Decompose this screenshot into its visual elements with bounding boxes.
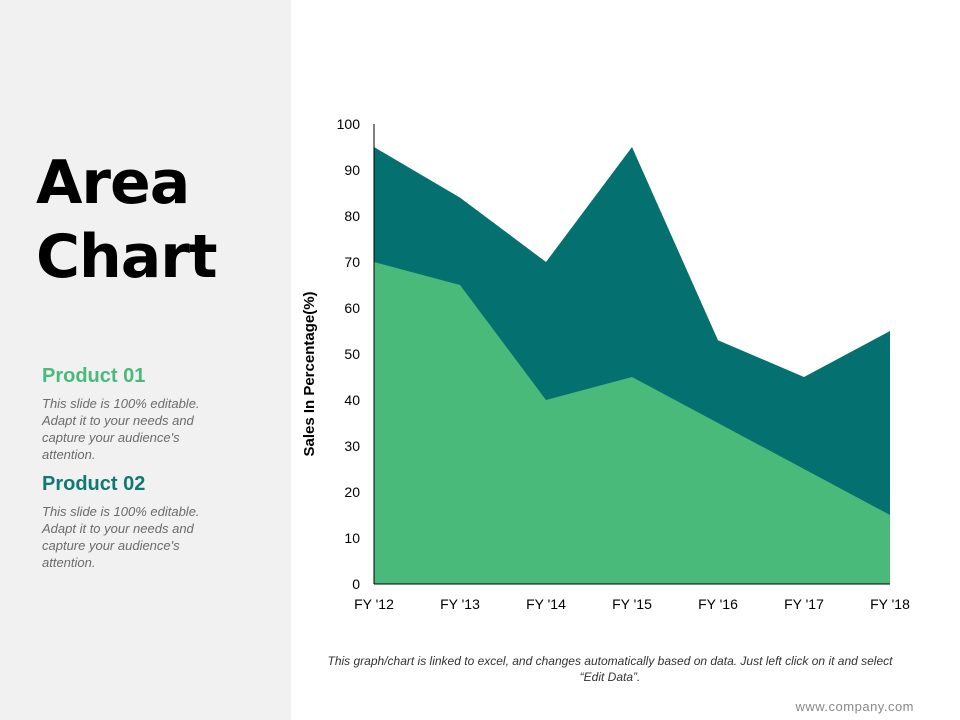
y-tick-label: 40	[344, 392, 360, 408]
y-tick-label: 70	[344, 254, 360, 270]
x-tick-label: FY '17	[784, 596, 824, 612]
y-tick-label: 10	[344, 530, 360, 546]
x-tick-label: FY '18	[870, 596, 910, 612]
area-product_01	[374, 262, 890, 584]
x-tick-label: FY '14	[526, 596, 566, 612]
y-tick-label: 100	[337, 116, 361, 132]
y-tick-label: 20	[344, 484, 360, 500]
y-axis-ticks: 0 10 20 30 40 50 60 70 80 90 100	[337, 116, 361, 592]
x-tick-label: FY '15	[612, 596, 652, 612]
slide-title: Area Chart	[36, 146, 218, 294]
footnote: This graph/chart is linked to excel, and…	[327, 654, 893, 684]
product-01-heading: Product 01	[42, 365, 146, 387]
x-tick-label: FY '12	[354, 596, 394, 612]
y-tick-label: 90	[344, 162, 360, 178]
y-tick-label: 0	[352, 576, 360, 592]
chart-areas	[374, 147, 890, 584]
title-line-2: Chart	[36, 222, 218, 292]
title-line-1: Area	[36, 148, 190, 218]
left-panel: Area Chart Product 01 This slide is 100%…	[0, 0, 291, 720]
product-02-heading: Product 02	[42, 473, 146, 495]
x-tick-label: FY '16	[698, 596, 738, 612]
x-tick-label: FY '13	[440, 596, 480, 612]
y-tick-label: 60	[344, 300, 360, 316]
y-axis-label: Sales In Percentage(%)	[301, 291, 318, 456]
y-tick-label: 50	[344, 346, 360, 362]
product-01-description: This slide is 100% editable. Adapt it to…	[42, 396, 200, 462]
product-02-description: This slide is 100% editable. Adapt it to…	[42, 504, 200, 570]
y-tick-label: 30	[344, 438, 360, 454]
website-url: www.company.com	[795, 699, 914, 714]
y-tick-label: 80	[344, 208, 360, 224]
x-axis-ticks: FY '12 FY '13 FY '14 FY '15 FY '16 FY '17 FY '…	[354, 596, 910, 612]
